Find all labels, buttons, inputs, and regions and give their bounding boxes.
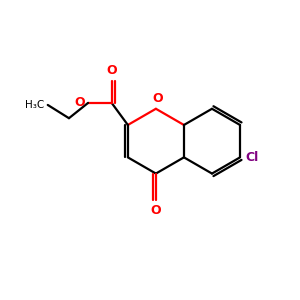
Text: O: O <box>152 92 163 105</box>
Text: O: O <box>151 204 161 217</box>
Text: O: O <box>74 96 85 110</box>
Text: Cl: Cl <box>245 151 259 164</box>
Text: H₃C: H₃C <box>25 100 44 110</box>
Text: O: O <box>106 64 117 77</box>
